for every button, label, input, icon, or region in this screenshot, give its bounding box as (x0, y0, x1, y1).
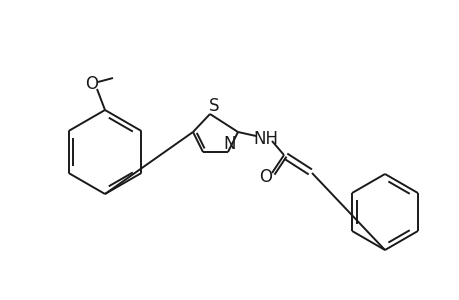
Text: O: O (85, 75, 98, 93)
Text: N: N (223, 135, 236, 153)
Text: NH: NH (253, 130, 278, 148)
Text: S: S (208, 97, 219, 115)
Text: O: O (259, 168, 272, 186)
